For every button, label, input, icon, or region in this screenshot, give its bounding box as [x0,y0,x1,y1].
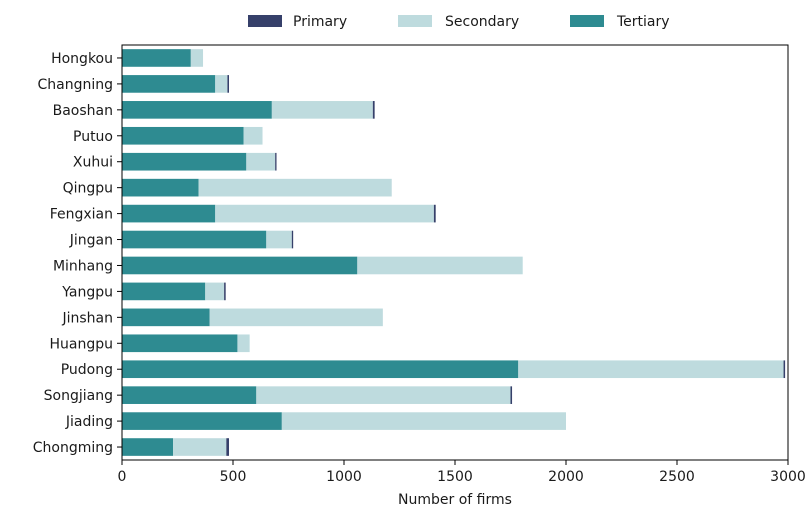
bar-tertiary-fengxian [122,204,216,223]
bar-secondary-pudong [518,360,784,379]
y-tick-label: Jinshan [61,310,113,326]
legend-swatch-tertiary [570,15,604,27]
y-tick-label: Yangpu [61,284,113,300]
bar-secondary-changning [215,75,228,93]
y-tick-label: Qingpu [63,181,113,197]
bar-secondary-jinshan [209,308,383,327]
bar-secondary-minhang [357,256,523,275]
x-tick-label: 2000 [548,469,584,485]
x-axis: 0 500 1000 1500 2000 2500 3000 [118,460,806,485]
x-tick-label: 1500 [437,469,473,485]
y-tick-label: Songjiang [44,388,113,404]
bar-secondary-huangpu [237,334,250,353]
bar-secondary-jingan [266,230,292,249]
bar-primary-baoshan [372,101,375,119]
bar-tertiary-pudong [122,360,519,379]
y-tick-label: Changning [37,77,113,93]
y-axis: Hongkou Changning Baoshan Putuo Xuhui Qingpu F… [33,51,122,456]
bar-tertiary-xuhui [122,152,247,171]
bar-secondary-putuo [243,126,263,145]
y-tick-label: Jiading [65,414,113,430]
x-tick-label: 2500 [659,469,695,485]
bar-tertiary-minhang [122,256,358,275]
y-tick-label: Hongkou [51,51,113,67]
y-tick-label: Putuo [73,129,113,145]
legend: Primary Secondary Tertiary [248,14,670,30]
x-axis-title: Number of firms [398,492,512,508]
x-tick-label: 1000 [326,469,362,485]
bar-secondary-jiading [281,412,566,430]
bar-secondary-xuhui [246,152,276,171]
bar-tertiary-putuo [122,126,244,145]
y-tick-label: Pudong [61,362,113,378]
bar-tertiary-chongming [122,438,174,456]
y-tick-label: Fengxian [50,207,113,223]
bar-primary-yangpu [224,282,226,301]
x-tick-label: 500 [220,469,247,485]
legend-label-primary: Primary [293,14,347,30]
bar-secondary-chongming [173,438,227,456]
y-tick-label: Baoshan [53,103,113,119]
bar-tertiary-jiading [122,412,282,430]
bar-secondary-hongkou [190,49,204,67]
bar-secondary-yangpu [205,282,225,301]
bar-primary-chongming [226,438,230,456]
bar-tertiary-jinshan [122,308,210,327]
bar-primary-fengxian [433,204,436,223]
legend-label-tertiary: Tertiary [616,14,670,30]
legend-label-secondary: Secondary [445,14,519,30]
bar-primary-pudong [783,360,786,379]
x-tick-label: 0 [118,469,127,485]
y-tick-label: Chongming [33,440,113,456]
bar-primary-changning [227,75,230,93]
x-tick-label: 3000 [770,469,806,485]
bar-tertiary-qingpu [122,178,199,197]
bar-secondary-fengxian [215,204,434,223]
bar-primary-jingan [291,230,294,249]
legend-swatch-primary [248,15,282,27]
bar-tertiary-yangpu [122,282,206,301]
bar-secondary-qingpu [198,178,392,197]
bar-primary-xuhui [275,152,277,171]
y-tick-label: Xuhui [73,155,113,171]
bar-primary-songjiang [510,386,513,404]
legend-swatch-secondary [398,15,432,27]
y-tick-label: Huangpu [50,336,114,352]
bars-group [122,49,786,456]
bar-tertiary-songjiang [122,386,257,404]
bar-tertiary-huangpu [122,334,238,353]
bar-tertiary-jingan [122,230,267,249]
bar-secondary-baoshan [271,101,373,119]
bar-tertiary-baoshan [122,101,272,119]
bar-secondary-songjiang [256,386,511,404]
bar-tertiary-changning [122,75,216,93]
y-tick-label: Minhang [53,258,113,274]
bar-tertiary-hongkou [122,49,191,67]
y-tick-label: Jingan [69,233,113,249]
